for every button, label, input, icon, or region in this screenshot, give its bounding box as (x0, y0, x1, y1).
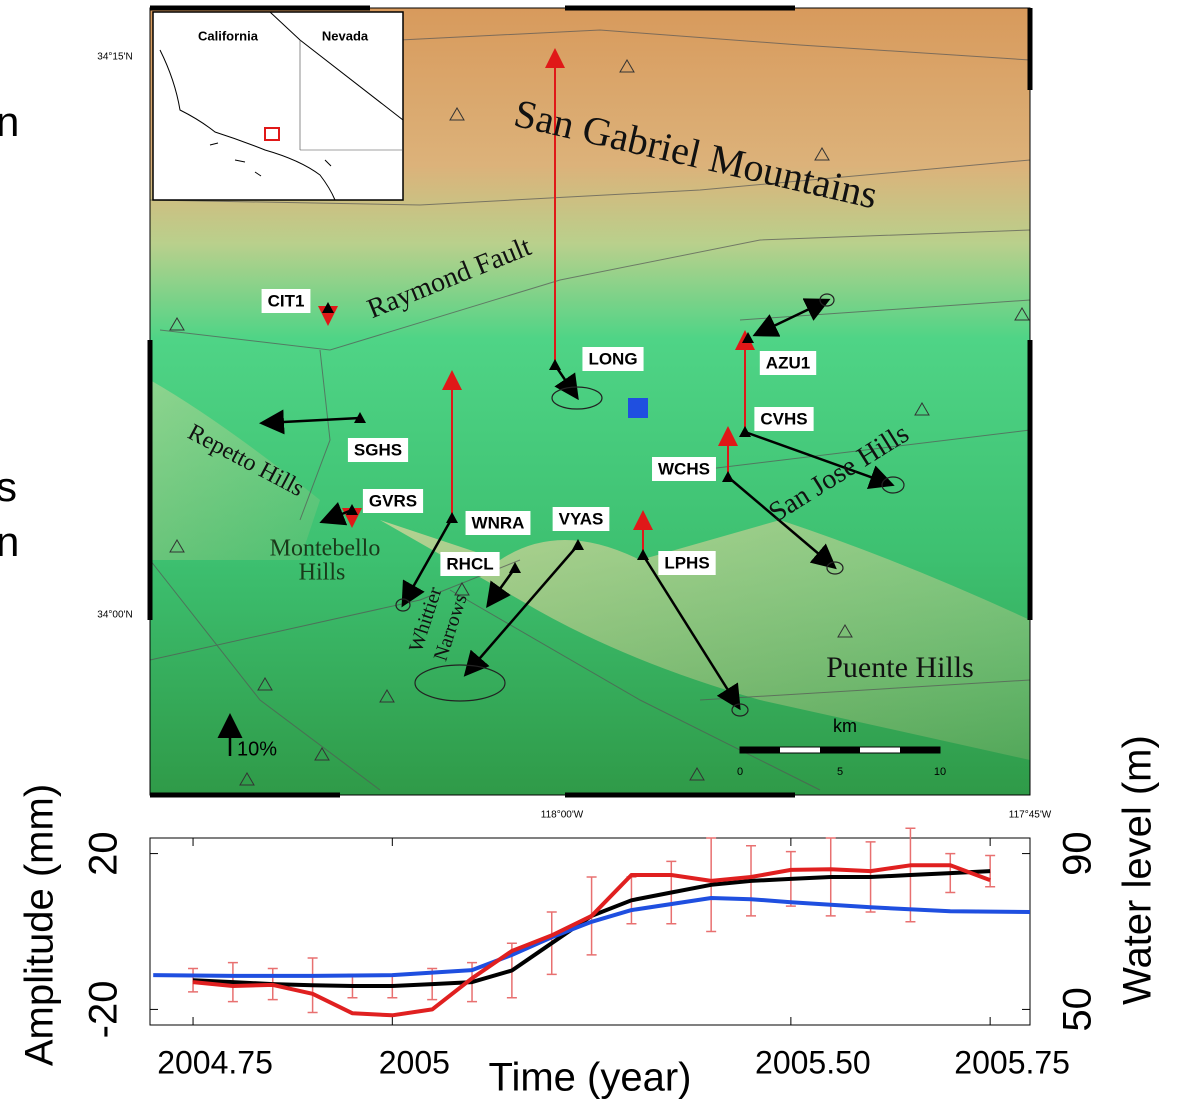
lat-label: 34°00'N (97, 610, 132, 621)
station-marker (549, 359, 561, 370)
region-label: Hills (299, 560, 346, 586)
inset-label: Nevada (322, 28, 369, 43)
edge-fragment: n (0, 518, 19, 565)
error-bar (985, 854, 996, 888)
reference-square (628, 398, 648, 418)
inset-label: California (198, 28, 259, 43)
station-marker (722, 471, 734, 482)
lon-label: 117°45'W (1009, 810, 1052, 821)
series-line (153, 896, 1031, 978)
station-label-box (759, 351, 817, 375)
y-tick-label: 20 (82, 831, 126, 876)
y-axis-title: Amplitude (mm) (18, 784, 62, 1066)
station-label-box (465, 511, 531, 535)
time-series-chart: Amplitude (mm) Water level (m) Time (yea… (18, 735, 1160, 1099)
x-tick-label: 2005.75 (954, 1044, 1070, 1080)
edge-fragment: n (0, 98, 19, 145)
station-label: CVHS (760, 409, 807, 428)
station-label: VYAS (559, 509, 604, 528)
vector-scale-label: 10% (237, 738, 277, 760)
y2-tick-label: 90 (1056, 831, 1100, 876)
station-label: WNRA (472, 513, 525, 532)
map: CIT1 LONG AZU1 CVHS SGHS WCHS GVRS WNRA VYAS RHCL… (97, 5, 1052, 821)
stations: CIT1 LONG AZU1 CVHS SGHS WCHS GVRS WNRA VYAS RHCL… (261, 289, 817, 576)
edge-fragment: s (0, 463, 17, 510)
station-label: LONG (588, 349, 637, 368)
horizontal-vectors (259, 298, 895, 711)
y2-axis-title: Water level (m) (1116, 735, 1160, 1005)
station-marker (739, 426, 751, 437)
station-marker (354, 412, 366, 423)
station-label: GVRS (369, 491, 417, 510)
station-marker (742, 332, 754, 343)
station-label-box (658, 551, 716, 575)
hill-shade (150, 380, 320, 560)
x-tick-label: 2005.50 (755, 1044, 871, 1080)
x-axis-title: Time (year) (489, 1056, 692, 1100)
map-frame-bars (147, 5, 1033, 798)
station-label-box (440, 552, 500, 576)
station-label: RHCL (446, 554, 493, 573)
region-label: Puente Hills (826, 651, 974, 684)
station-marker (637, 549, 649, 560)
station-label: LPHS (664, 553, 709, 572)
inset-map: California Nevada (152, 11, 404, 201)
station-label-box (261, 289, 311, 313)
error-ellipses (395, 293, 905, 717)
scale-tick: 5 (837, 766, 843, 778)
lat-label: 34°15'N (97, 52, 132, 63)
station-marker (509, 562, 521, 573)
station-marker (572, 539, 584, 550)
station-marker (446, 512, 458, 523)
series-line (192, 863, 991, 1018)
station-label: SGHS (354, 440, 402, 459)
station-label-box (652, 457, 716, 481)
other-sites (169, 59, 1030, 786)
scale-tick: 0 (737, 766, 743, 778)
station-label-box (754, 407, 814, 431)
station-label: CIT1 (268, 291, 305, 310)
station-label-box (552, 507, 610, 531)
x-tick-label: 2004.75 (157, 1044, 273, 1080)
hill-shade (380, 520, 1030, 760)
km-scale (739, 746, 941, 754)
y-tick-label: -20 (82, 981, 126, 1039)
station-marker (346, 504, 358, 515)
edge-fragments: nsn (0, 98, 19, 565)
station-label-box (347, 438, 409, 462)
scale-unit: km (833, 716, 857, 736)
station-label: AZU1 (766, 353, 810, 372)
station-label-box (362, 489, 424, 513)
vertical-vectors (318, 48, 755, 555)
station-marker (322, 302, 334, 313)
scale-tick: 10 (934, 766, 946, 778)
y2-tick-label: 50 (1056, 987, 1100, 1032)
x-tick-label: 2005 (379, 1044, 450, 1080)
station-label-box (582, 347, 644, 371)
lon-label: 118°00'W (541, 810, 584, 821)
region-label: Montebello (270, 536, 381, 562)
station-label: WCHS (658, 459, 710, 478)
